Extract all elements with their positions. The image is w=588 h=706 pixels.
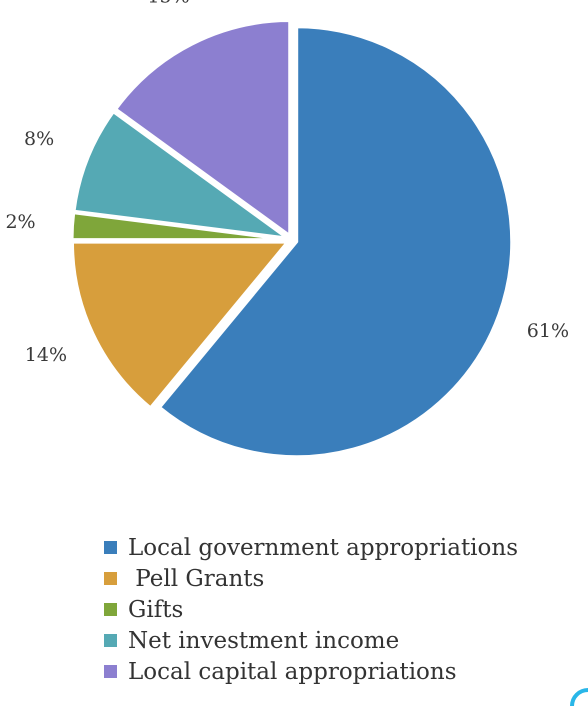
data-label: 61% <box>527 320 569 342</box>
pie-slice-pell-grants <box>70 240 289 410</box>
legend-item-local-capital-appropriations: Local capital appropriations <box>104 656 518 687</box>
legend-label: Local government appropriations <box>128 534 519 561</box>
pie-chart: 61% 14% 2% 8% 15% <box>5 0 569 459</box>
legend-label: Gifts <box>128 596 184 623</box>
pie-slice-gifts <box>70 211 289 242</box>
legend-swatch <box>104 665 117 678</box>
pie-slice-net-investment-income <box>72 110 289 240</box>
pie-slice-local-government-appropriations <box>158 25 514 459</box>
legend-item-local-government-appropriations: Local government appropriations <box>104 532 518 563</box>
legend-label: Local capital appropriations <box>128 658 457 685</box>
data-label: 15% <box>147 0 189 8</box>
legend-item-net-investment-income: Net investment income <box>104 625 518 656</box>
data-label: 14% <box>25 344 67 366</box>
legend-item-gifts: Gifts <box>104 594 518 625</box>
legend-item-pell-grants: Pell Grants <box>104 563 518 594</box>
pie-slice-local-capital-appropriations <box>114 19 292 238</box>
data-label: 8% <box>24 128 54 150</box>
decorative-corner-arc <box>570 688 588 706</box>
legend-swatch <box>104 572 117 585</box>
legend-label: Net investment income <box>128 627 400 654</box>
legend-swatch <box>104 603 117 616</box>
chart-legend: Local government appropriations Pell Gra… <box>104 532 518 687</box>
legend-swatch <box>104 634 117 647</box>
legend-label: Pell Grants <box>128 565 265 592</box>
legend-swatch <box>104 541 117 554</box>
data-label: 2% <box>5 211 35 233</box>
